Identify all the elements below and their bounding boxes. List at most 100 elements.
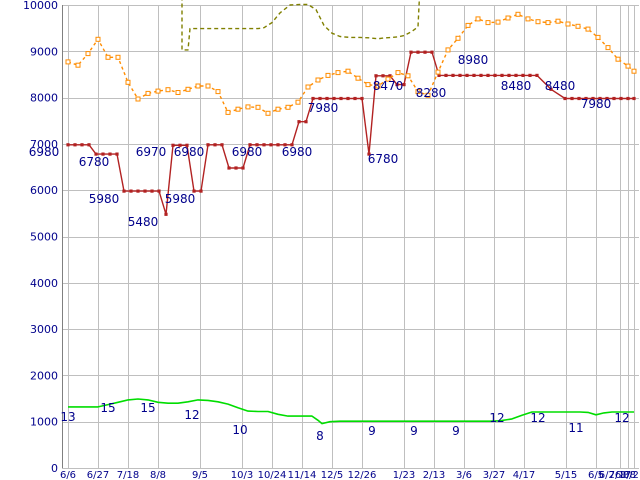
series-marker xyxy=(332,96,336,101)
series-marker xyxy=(290,143,294,147)
y-tick-label: 2000 xyxy=(30,369,58,382)
point-value-label: 9 xyxy=(368,424,376,438)
series-marker xyxy=(199,189,203,193)
series-marker xyxy=(485,20,491,26)
series-marker xyxy=(318,96,322,101)
x-tick-label: 11/14 xyxy=(288,470,317,480)
series-marker xyxy=(220,143,224,147)
series-marker xyxy=(122,189,126,193)
series-marker xyxy=(381,74,385,78)
series-marker xyxy=(612,96,616,101)
series-marker xyxy=(325,72,331,78)
y-axis-tick-labels: 0 1000 2000 3000 4000 5000 6000 7000 8000 9000 100… xyxy=(23,0,58,475)
x-tick-label: 3/6 xyxy=(456,470,472,480)
point-value-label: 6980 xyxy=(232,145,263,159)
point-value-label: 6980 xyxy=(29,145,60,159)
series-marker xyxy=(185,143,189,147)
point-value-label: 5980 xyxy=(165,192,196,206)
point-value-label: 8480 xyxy=(501,79,532,93)
series-marker xyxy=(283,143,287,147)
y-tick-label: 9000 xyxy=(30,45,58,58)
data-series-group xyxy=(65,0,637,425)
series-marker xyxy=(195,83,201,89)
series-marker xyxy=(591,96,595,101)
series-marker xyxy=(206,143,210,147)
series-marker xyxy=(171,143,175,147)
series-marker xyxy=(311,96,315,101)
series-marker xyxy=(585,26,591,32)
series-marker xyxy=(465,22,471,28)
series-marker xyxy=(545,20,551,26)
y-tick-label: 5000 xyxy=(30,231,58,244)
series-marker xyxy=(285,104,291,110)
y-tick-label: 8000 xyxy=(30,92,58,105)
series-marker xyxy=(269,143,273,147)
series-marker xyxy=(625,63,631,69)
series-marker xyxy=(405,73,411,79)
point-value-label: 15 xyxy=(140,401,155,415)
series-marker xyxy=(402,83,406,87)
series-marker xyxy=(430,50,434,54)
point-value-label: 6980 xyxy=(174,145,205,159)
series-marker xyxy=(245,104,251,110)
series-marker xyxy=(425,92,431,98)
x-tick-label: 12/26 xyxy=(348,470,377,480)
series-marker xyxy=(87,143,91,147)
series-marker xyxy=(115,152,119,156)
series-marker xyxy=(213,143,217,147)
series-marker xyxy=(515,11,521,17)
point-value-label: 9 xyxy=(452,424,460,438)
y-tick-label: 3000 xyxy=(30,323,58,336)
series-marker xyxy=(395,70,401,76)
series-marker xyxy=(325,96,329,101)
series-marker xyxy=(304,120,308,124)
series-marker xyxy=(157,189,161,193)
series-marker xyxy=(235,106,241,112)
x-tick-label: 3/27 xyxy=(483,470,505,480)
series-marker xyxy=(136,189,140,193)
series-marker xyxy=(346,96,350,101)
series-marker xyxy=(248,143,252,147)
series-marker xyxy=(101,152,105,156)
series-marker xyxy=(444,73,448,77)
x-tick-label: 2/13 xyxy=(423,470,445,480)
point-value-label: 15 xyxy=(100,401,115,415)
series-marker xyxy=(355,75,361,81)
series-marker xyxy=(143,189,147,193)
series-marker xyxy=(164,212,168,216)
series-marker xyxy=(555,18,561,24)
series-marker xyxy=(375,83,381,89)
series-marker xyxy=(535,19,541,25)
series-marker xyxy=(521,73,525,77)
x-tick-label: 5/15 xyxy=(555,470,577,480)
series-marker xyxy=(388,74,392,78)
series-marker xyxy=(528,73,532,77)
series-marker xyxy=(575,23,581,29)
series-marker xyxy=(563,96,567,101)
series-marker xyxy=(451,73,455,77)
y-tick-label: 1000 xyxy=(30,416,58,429)
series-marker xyxy=(145,90,151,96)
series-marker xyxy=(415,89,421,95)
series-marker xyxy=(205,83,211,89)
point-value-label: 8980 xyxy=(458,53,489,67)
series-volume-green xyxy=(68,398,634,425)
series-marker xyxy=(305,84,311,90)
series-marker xyxy=(129,189,133,193)
series-marker xyxy=(577,96,581,101)
series-marker xyxy=(360,96,364,101)
series-marker xyxy=(345,68,351,74)
series-marker xyxy=(549,87,553,91)
y-tick-label: 0 xyxy=(51,462,58,475)
point-value-label: 7980 xyxy=(308,101,339,115)
series-marker xyxy=(631,68,637,74)
series-marker xyxy=(185,86,191,92)
series-marker xyxy=(75,62,81,68)
point-value-label: 8480 xyxy=(545,79,576,93)
series-marker xyxy=(65,59,71,65)
series-marker xyxy=(255,143,259,147)
point-value-label: 11 xyxy=(568,421,583,435)
